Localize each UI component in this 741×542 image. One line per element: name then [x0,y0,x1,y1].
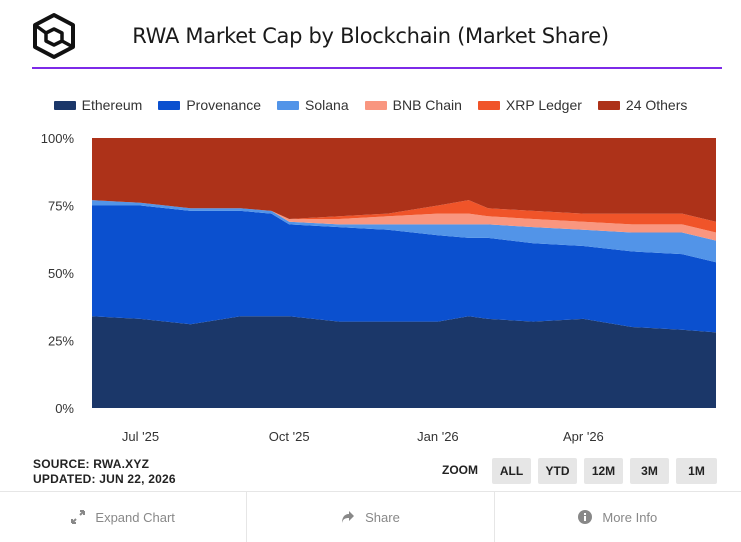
plot-area [92,138,716,408]
legend-label: 24 Others [625,97,688,113]
legend-label: XRP Ledger [505,97,582,113]
y-tick-label: 75% [48,199,74,214]
legend-swatch [53,100,76,110]
zoom-ytd-button[interactable]: YTD [538,458,577,484]
area-bnb-chain[interactable] [92,200,716,241]
chart-footer: Expand Chart Share More Info [0,491,741,542]
expand-arrows-icon [71,510,86,524]
legend-item-ethereum[interactable]: Ethereum [53,97,143,113]
legend-item-provenance[interactable]: Provenance [158,97,261,113]
cube-logo-icon [33,13,75,59]
y-tick-label: 50% [48,266,74,281]
share-label: Share [365,509,400,525]
market-share-chart[interactable]: 0% 25% 50% 75% 100% Jul '25 Oct '25 Jan '26 Apr… [0,120,741,450]
x-tick-label: Jan '26 [417,429,459,444]
expand-chart-label: Expand Chart [95,509,175,525]
zoom-12m-button[interactable]: 12M [584,458,623,484]
y-tick-label: 25% [48,334,74,349]
zoom-label: ZOOM [442,463,478,477]
y-tick-label: 100% [41,131,75,146]
page-title: RWA Market Cap by Blockchain (Market Sha… [132,24,609,48]
x-axis: Jul '25 Oct '25 Jan '26 Apr '26 [122,429,604,444]
chart-header: RWA Market Cap by Blockchain (Market Sha… [0,0,741,70]
legend-label: BNB Chain [392,97,462,113]
y-axis: 0% 25% 50% 75% 100% [41,131,75,416]
legend-swatch [364,100,387,110]
y-tick-label: 0% [55,401,74,416]
legend-item-solana[interactable]: Solana [277,97,349,113]
area-xrp-ledger[interactable] [92,200,716,233]
area-24-others[interactable] [92,138,716,222]
area-solana[interactable] [92,200,716,263]
info-circle-icon [578,510,593,524]
zoom-all-button[interactable]: ALL [492,458,531,484]
share-arrow-icon [342,511,355,523]
chart-meta: SOURCE: RWA.XYZ UPDATED: JUN 22, 2026 [33,457,176,487]
source-text: SOURCE: RWA.XYZ [33,457,150,471]
x-tick-label: Oct '25 [269,429,310,444]
legend-label: Ethereum [81,97,143,113]
legend-swatch [158,100,181,110]
zoom-1m-button[interactable]: 1M [676,458,717,484]
legend-item-xrp-ledger[interactable]: XRP Ledger [477,97,582,113]
legend-item-24-others[interactable]: 24 Others [597,97,688,113]
legend-swatch [277,100,300,110]
legend-swatch [477,100,500,110]
share-button[interactable]: Share [246,492,493,542]
area-ethereum[interactable] [92,316,716,408]
area-provenance[interactable] [92,205,716,333]
legend-label: Solana [305,97,349,113]
legend-label: Provenance [186,97,262,113]
x-tick-label: Jul '25 [122,429,159,444]
more-info-label: More Info [602,509,658,525]
expand-chart-button[interactable]: Expand Chart [0,492,246,542]
title-divider [32,67,722,69]
more-info-button[interactable]: More Info [493,492,741,542]
chart-legend: Ethereum Provenance Solana BNB Chain XRP… [0,97,741,113]
legend-swatch [597,100,620,110]
legend-item-bnb-chain[interactable]: BNB Chain [364,97,462,113]
x-tick-label: Apr '26 [563,429,604,444]
zoom-3m-button[interactable]: 3M [630,458,669,484]
updated-text: UPDATED: JUN 22, 2026 [33,472,176,486]
